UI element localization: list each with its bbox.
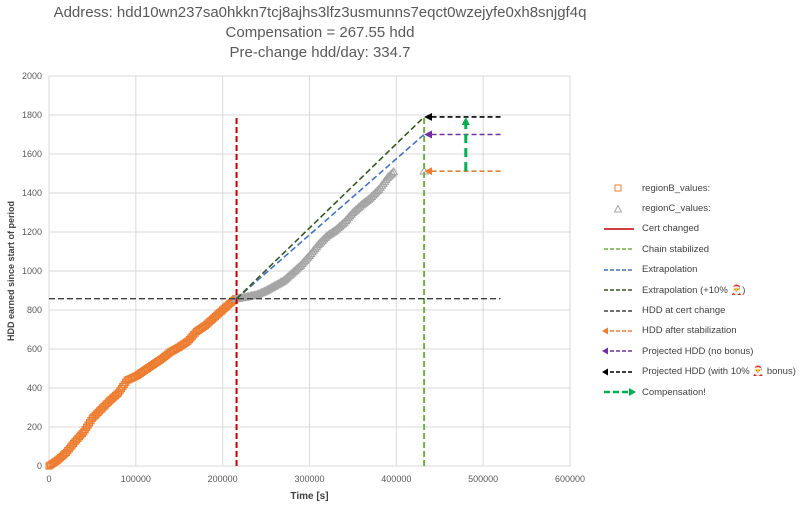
legend-item: Extrapolation	[600, 260, 810, 280]
data-point	[348, 207, 358, 217]
series-line	[236, 133, 425, 300]
legend-swatch-mark	[602, 368, 608, 376]
legend-swatch	[604, 248, 634, 251]
data-point	[364, 194, 374, 203]
legend-swatch	[604, 388, 636, 397]
legend-item: Extrapolation (+10% 🎅)	[600, 280, 810, 300]
y-tick-label: 600	[27, 344, 42, 354]
legend-label: regionB_values:	[642, 182, 711, 194]
legend-label: Compensation!	[642, 386, 706, 398]
legend-swatch	[604, 289, 634, 291]
legend-label: Chain stabilized	[642, 243, 710, 255]
data-point	[283, 272, 293, 281]
data-point	[333, 222, 343, 232]
legend-item: Cert changed	[600, 219, 810, 239]
series-5	[236, 116, 425, 300]
legend-swatch-mark	[613, 204, 623, 213]
legend-swatch-mark	[629, 388, 636, 397]
legend-item: HDD at cert change	[600, 300, 810, 320]
legend-swatch-mark	[614, 184, 622, 192]
legend-item: Projected HDD (no bonus)	[600, 341, 810, 361]
legend-label: Projected HDD (no bonus)	[642, 345, 754, 357]
data-point	[349, 206, 359, 215]
data-point	[284, 270, 294, 280]
data-point	[286, 269, 296, 278]
x-tick-label: 100000	[121, 474, 151, 484]
x-axis-label: Time [s]	[290, 491, 328, 502]
series-4	[236, 133, 425, 300]
y-tick-label: 800	[27, 305, 42, 315]
data-point	[278, 275, 288, 285]
x-tick-label: 0	[46, 474, 51, 484]
legend-item: Chain stabilized	[600, 239, 810, 259]
legend-swatch-mark	[602, 347, 608, 355]
y-tick-label: 2000	[22, 71, 42, 81]
legend-item: Projected HDD (with 10% 🎅 bonus)	[600, 362, 810, 382]
legend-swatch	[604, 309, 634, 312]
legend-swatch	[613, 204, 623, 213]
x-tick-label: 600000	[555, 474, 585, 484]
legend-swatch	[604, 268, 634, 271]
legend-item: HDD after stabilization	[600, 321, 810, 341]
y-tick-label: 1800	[22, 110, 42, 120]
legend-label: regionC_values:	[642, 203, 711, 215]
chart-title-address: Address: hdd10wn237sa0hkkn7tcj8ajhs3lfz3…	[53, 4, 587, 21]
y-tick-label: 1000	[22, 266, 42, 276]
chart-title-rate: Pre-change hdd/day: 334.7	[229, 44, 411, 61]
legend-label: HDD after stabilization	[642, 325, 737, 337]
series-line	[236, 116, 425, 300]
legend-label: HDD at cert change	[642, 305, 726, 317]
data-point	[289, 266, 299, 276]
y-tick-label: 1400	[22, 188, 42, 198]
data-point	[352, 203, 362, 213]
data-point	[336, 220, 346, 229]
x-tick-label: 200000	[208, 474, 238, 484]
legend-label: Cert changed	[642, 223, 700, 235]
series-1	[231, 166, 429, 303]
x-tick-label: 400000	[381, 474, 411, 484]
legend-swatch-mark	[602, 327, 608, 335]
legend-label: Extrapolation (+10% 🎅)	[642, 284, 746, 296]
legend-swatch	[602, 327, 634, 335]
legend-item: regionC_values:	[600, 198, 810, 218]
data-point	[287, 268, 297, 277]
data-point	[293, 262, 303, 272]
chart-legend: regionB_values: regionC_values: Cert chang…	[600, 178, 810, 402]
legend-swatch	[602, 368, 634, 376]
legend-swatch	[614, 184, 622, 192]
y-tick-label: 1200	[22, 227, 42, 237]
y-tick-label: 0	[37, 461, 42, 471]
x-tick-label: 500000	[468, 474, 498, 484]
y-axis-label: HDD earned since start of period	[6, 201, 16, 341]
data-point	[291, 264, 301, 273]
legend-item: Compensation!	[600, 382, 810, 402]
data-point	[387, 168, 397, 177]
y-tick-label: 400	[27, 383, 42, 393]
legend-label: Extrapolation	[642, 264, 698, 276]
legend-label: Projected HDD (with 10% 🎅 bonus)	[642, 366, 796, 378]
chart-title-compensation: Compensation = 267.55 hdd	[225, 24, 415, 41]
legend-item: regionB_values:	[600, 178, 810, 198]
data-point	[332, 223, 342, 233]
legend-swatch	[602, 347, 634, 355]
data-point	[331, 225, 341, 234]
data-point	[280, 274, 290, 284]
y-tick-label: 1600	[22, 149, 42, 159]
data-point	[281, 273, 291, 282]
series-0	[45, 295, 240, 470]
y-tick-label: 200	[27, 422, 42, 432]
data-point	[351, 205, 361, 214]
x-tick-label: 300000	[294, 474, 324, 484]
legend-swatch	[604, 228, 634, 230]
data-point	[290, 265, 300, 274]
data-point	[335, 221, 345, 230]
data-point	[389, 166, 399, 176]
